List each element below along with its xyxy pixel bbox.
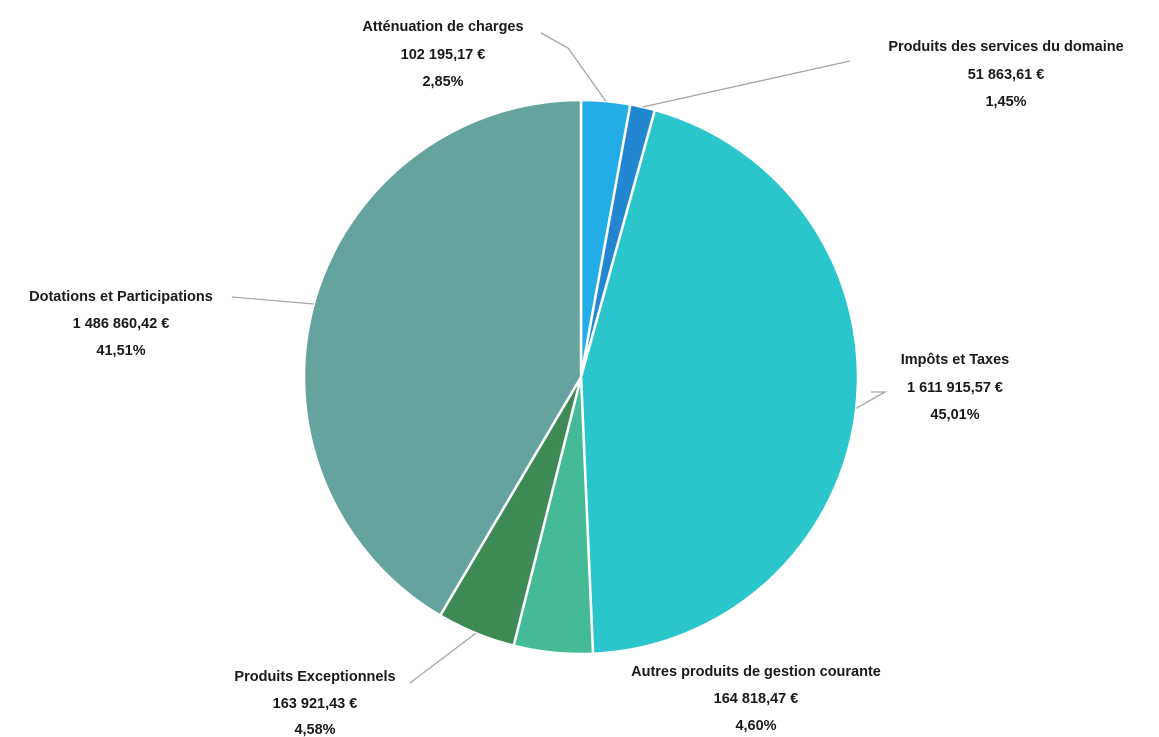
svg-text:Atténuation de charges: Atténuation de charges <box>362 19 523 35</box>
slice-percent-produits-des-services: 1,45% <box>985 94 1026 110</box>
slice-percent-produits-exceptionnels: 4,58% <box>294 722 335 737</box>
slice-amount-produits-des-services: 51 863,61 € <box>968 67 1045 83</box>
slice-amount-autres-produits: 164 818,47 € <box>714 691 799 707</box>
slice-amount-dotations-et-participations: 1 486 860,42 € <box>73 316 170 332</box>
slice-percent-autres-produits: 4,60% <box>735 718 776 734</box>
leader-line-produits-des-services <box>642 60 851 108</box>
slice-amount-impots-et-taxes: 1 611 915,57 € <box>907 380 1003 396</box>
slice-label-produits-des-services: Produits des services du domaine <box>888 39 1123 55</box>
slice-percent-attenuation-de-charges: 2,85% <box>422 74 463 90</box>
leader-line-produits-exceptionnels <box>409 632 477 684</box>
pie-slice-impots-et-taxes <box>579 108 860 655</box>
leader-line-dotations-et-participations <box>231 296 314 305</box>
pie-slices <box>302 98 860 656</box>
slice-label-attenuation-de-charges: Atténuation de charges <box>362 19 523 35</box>
leader-line-attenuation-de-charges <box>540 32 607 102</box>
leader-lines <box>231 32 888 684</box>
pie-slice-dotations-et-participations <box>302 98 583 617</box>
slice-amount-attenuation-de-charges: 102 195,17 € <box>401 47 486 63</box>
slice-percent-impots-et-taxes: 45,01% <box>930 407 979 423</box>
leader-line-impots-et-taxes <box>855 391 888 409</box>
slice-label-dotations-et-participations: Dotations et Participations <box>29 289 213 305</box>
data-labels: Atténuation de charges 102 195,17 € 2,85… <box>29 19 1124 737</box>
slice-amount-produits-exceptionnels: 163 921,43 € <box>273 696 358 712</box>
slice-label-impots-et-taxes: Impôts et Taxes <box>901 352 1010 368</box>
slice-label-autres-produits: Autres produits de gestion courante <box>631 664 881 680</box>
slice-label-produits-exceptionnels: Produits Exceptionnels <box>234 669 395 685</box>
slice-percent-dotations-et-participations: 41,51% <box>96 343 145 359</box>
